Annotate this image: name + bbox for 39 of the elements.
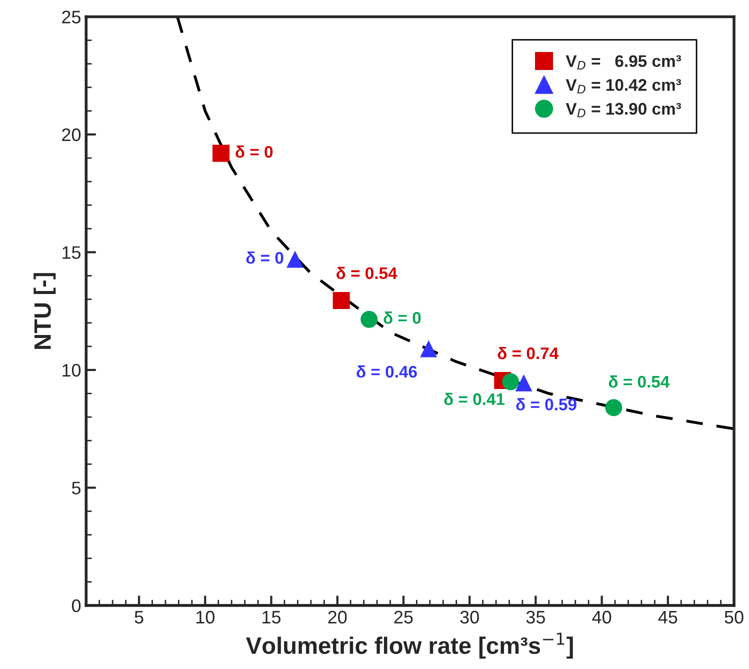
annotation: δ = 0.41 bbox=[444, 392, 505, 406]
annotation: δ = 0.54 bbox=[608, 375, 670, 388]
x-tick-label: 10 bbox=[196, 610, 214, 624]
point bbox=[332, 292, 350, 309]
y-tick-label: 0 bbox=[72, 599, 81, 612]
point bbox=[515, 374, 532, 392]
line-series bbox=[176, 16, 734, 430]
x-tick-label: 35 bbox=[526, 610, 545, 624]
y-tick-label: 10 bbox=[62, 364, 81, 377]
point bbox=[605, 399, 622, 416]
point bbox=[420, 340, 438, 358]
annotation: δ = 0 bbox=[236, 146, 273, 158]
x-tick-label: 30 bbox=[460, 610, 479, 624]
legend-label: V$_{D}$ = 10.42 cm³ bbox=[566, 79, 682, 94]
point bbox=[286, 250, 304, 268]
x-axis-title: Volumetric flow rate [cm³s$^{−1}$] bbox=[246, 632, 573, 659]
y-axis-title: NTU [-] bbox=[34, 273, 56, 349]
annotation: δ = 0.74 bbox=[498, 346, 559, 360]
y-tick-label: 25 bbox=[62, 10, 81, 24]
x-tick-label: 40 bbox=[592, 610, 612, 624]
y-tick-label: 15 bbox=[62, 246, 81, 259]
legend-label: V$_{D}$ = 6.95 cm³ bbox=[566, 55, 682, 70]
annotation: δ = 0.59 bbox=[516, 398, 576, 410]
point bbox=[212, 144, 230, 162]
x-tick-label: 5 bbox=[134, 610, 144, 624]
annotation: δ = 0 bbox=[384, 312, 421, 324]
legend-label: V$_{D}$ = 13.90 cm³ bbox=[566, 102, 682, 118]
annotation: δ = 0.54 bbox=[336, 266, 398, 280]
y-tick-label: 20 bbox=[62, 128, 81, 142]
x-tick-label: 15 bbox=[262, 610, 281, 624]
point bbox=[360, 310, 378, 328]
x-tick-label: 50 bbox=[724, 610, 744, 624]
x-tick-label: 45 bbox=[658, 610, 678, 624]
y-tick-label: 5 bbox=[72, 482, 81, 494]
x-tick-label: 25 bbox=[394, 610, 413, 624]
x-tick-label: 20 bbox=[328, 610, 347, 624]
point bbox=[502, 373, 520, 390]
annotation: δ = 0.46 bbox=[356, 365, 417, 378]
annotation: δ = 0 bbox=[246, 252, 284, 264]
